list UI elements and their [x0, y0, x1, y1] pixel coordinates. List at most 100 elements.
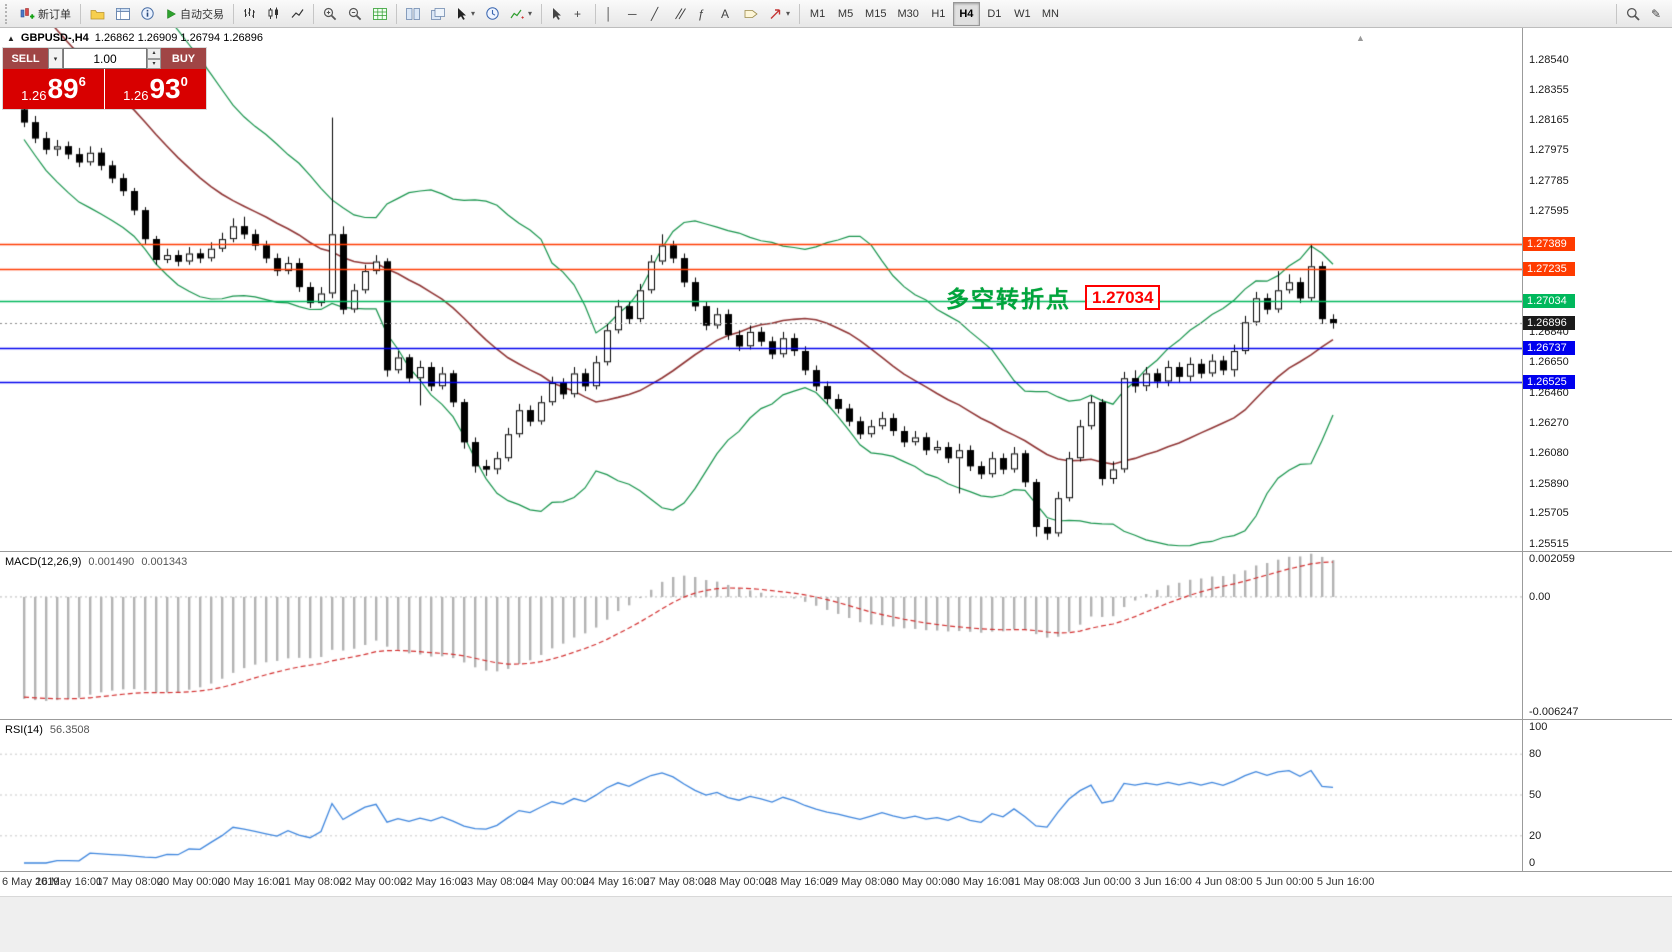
- panel-splitter-3[interactable]: [0, 871, 1672, 872]
- timeframe-h1-button[interactable]: H1: [925, 2, 952, 26]
- time-tick-label: 22 May 16:00: [400, 876, 467, 888]
- sell-price-prefix: 1.26: [21, 88, 47, 103]
- time-tick-label: 3 Jun 16:00: [1134, 876, 1192, 888]
- price-chart-canvas[interactable]: [0, 28, 1522, 551]
- price-tick-label: 1.27595: [1529, 205, 1569, 218]
- market-watch-button[interactable]: [111, 2, 135, 26]
- profiles-button[interactable]: [85, 2, 110, 26]
- chevron-down-icon: ▾: [528, 9, 533, 18]
- timeframe-h4-button[interactable]: H4: [952, 1, 980, 26]
- trendline-button[interactable]: ╱: [646, 2, 668, 26]
- pointer-tool-button[interactable]: [546, 2, 568, 26]
- horizontal-line-icon: ─: [628, 6, 637, 21]
- buy-price-display[interactable]: 1.26 93 0: [105, 69, 206, 109]
- autotrading-button[interactable]: 自动交易: [160, 2, 229, 26]
- cascade-windows-button[interactable]: [426, 2, 450, 26]
- sell-button[interactable]: SELL: [3, 48, 48, 69]
- vertical-line-icon: │: [605, 6, 613, 21]
- macd-axis[interactable]: 0.002059 0.00 -0.006247: [1523, 552, 1671, 719]
- arrows-tool-button[interactable]: ▾: [764, 2, 795, 26]
- price-tick-label: 1.28355: [1529, 83, 1569, 96]
- fibonacci-button[interactable]: ƒ: [693, 2, 715, 26]
- rsi-label: RSI(14) 56.3508: [5, 724, 90, 736]
- toolbar-separator: [396, 3, 397, 24]
- line-chart-button[interactable]: [286, 2, 309, 26]
- rsi-axis[interactable]: 100 80 50 20 0: [1523, 720, 1671, 870]
- zoom-out-button[interactable]: [343, 2, 367, 26]
- horizontal-line-button[interactable]: ─: [623, 2, 645, 26]
- rsi-chart-canvas[interactable]: [0, 720, 1522, 870]
- indicator-icon: [510, 9, 524, 19]
- order-type-dropdown[interactable]: ▾: [48, 48, 63, 69]
- crosshair-tool-button[interactable]: +: [569, 2, 591, 26]
- zoom-in-icon: [323, 7, 337, 20]
- time-tick-label: 21 May 08:00: [278, 876, 346, 888]
- lot-increase-button[interactable]: ▴: [147, 48, 161, 59]
- time-tick-label: 29 May 08:00: [825, 876, 893, 888]
- indicators-button[interactable]: ▾: [505, 2, 537, 26]
- price-line-label: 1.27235: [1523, 261, 1575, 276]
- price-tick-label: 1.28165: [1529, 113, 1569, 126]
- edit-chart-button[interactable]: ✎: [1646, 2, 1668, 26]
- zoom-in-button[interactable]: [318, 2, 342, 26]
- rsi-axis-label: 80: [1529, 748, 1542, 761]
- chevron-down-icon: ▾: [786, 9, 791, 18]
- toolbar-separator: [799, 3, 801, 24]
- price-tick-label: 1.26080: [1529, 447, 1569, 460]
- buy-button[interactable]: BUY: [161, 48, 206, 69]
- chart-shift-marker-icon[interactable]: ▲: [1356, 33, 1365, 43]
- price-axis-border: [1522, 28, 1523, 871]
- time-axis[interactable]: 6 May 2019 16 May 16:00 17 May 08:00 20 May…: [0, 872, 1522, 894]
- new-order-button[interactable]: 新订单: [15, 2, 76, 26]
- price-line-label: 1.27034: [1523, 293, 1575, 308]
- time-tick-label: 23 May 08:00: [461, 876, 528, 888]
- time-tick-label: 6 May 2019: [2, 876, 60, 888]
- lot-decrease-button[interactable]: ▾: [147, 58, 161, 69]
- price-axis[interactable]: 1.28540 1.28355 1.28165 1.27975 1.27785 1.275…: [1523, 28, 1671, 551]
- tile-windows-button[interactable]: [401, 2, 425, 26]
- chart-symbol-period: GBPUSD-,H4: [20, 32, 89, 44]
- timeframe-m5-button[interactable]: M5: [832, 2, 859, 26]
- time-tick-label: 30 May 00:00: [886, 876, 954, 888]
- macd-chart-canvas[interactable]: [0, 552, 1522, 719]
- zoom-out-icon: [348, 7, 362, 20]
- play-icon: [167, 8, 177, 19]
- timeframe-m15-button[interactable]: M15: [860, 2, 891, 26]
- price-line-label: 1.26737: [1523, 341, 1575, 356]
- period-clock-button[interactable]: [481, 2, 504, 26]
- auto-arrange-button[interactable]: [368, 2, 392, 26]
- text-tool-button[interactable]: A: [716, 2, 738, 26]
- sell-price-display[interactable]: 1.26 89 6: [3, 69, 104, 109]
- toolbar-grip[interactable]: [5, 3, 10, 24]
- vertical-line-button[interactable]: │: [600, 2, 622, 26]
- data-window-button[interactable]: [136, 2, 159, 26]
- timeframe-m30-button[interactable]: M30: [892, 2, 923, 26]
- bar-chart-button[interactable]: [238, 2, 261, 26]
- candlestick-chart-icon: [268, 7, 278, 19]
- one-click-header: SELL ▾ ▴ ▾ BUY: [3, 48, 206, 69]
- macd-name: MACD(12,26,9): [5, 556, 82, 568]
- panel-splitter-2[interactable]: [0, 719, 1672, 720]
- chart-annotation: 多空转折点 1.27034: [946, 280, 1161, 314]
- macd-axis-label: 0.00: [1529, 590, 1551, 603]
- timeframe-mn-button[interactable]: MN: [1037, 2, 1064, 26]
- collapse-panel-icon[interactable]: ▲: [7, 33, 15, 43]
- toolbar-separator: [595, 3, 597, 24]
- timeframe-w1-button[interactable]: W1: [1009, 2, 1036, 26]
- panel-splitter-1[interactable]: [0, 551, 1672, 552]
- timeframe-m1-button[interactable]: M1: [804, 2, 831, 26]
- candlestick-chart-button[interactable]: [262, 2, 285, 26]
- buy-price-pips: 93: [149, 73, 181, 104]
- new-order-label: 新订单: [38, 8, 71, 21]
- lot-size-input[interactable]: [63, 48, 147, 69]
- new-order-icon: [20, 8, 35, 19]
- label-tool-button[interactable]: [739, 2, 763, 26]
- channel-button[interactable]: [669, 2, 692, 26]
- fibonacci-icon: ƒ: [698, 6, 705, 21]
- folder-icon: [90, 9, 105, 19]
- time-tick-label: 20 May 00:00: [157, 876, 224, 888]
- time-tick-label: 24 May 00:00: [521, 876, 589, 888]
- search-button[interactable]: [1621, 2, 1645, 26]
- timeframe-d1-button[interactable]: D1: [981, 2, 1008, 26]
- cursor-mode-button[interactable]: ▾: [451, 2, 480, 26]
